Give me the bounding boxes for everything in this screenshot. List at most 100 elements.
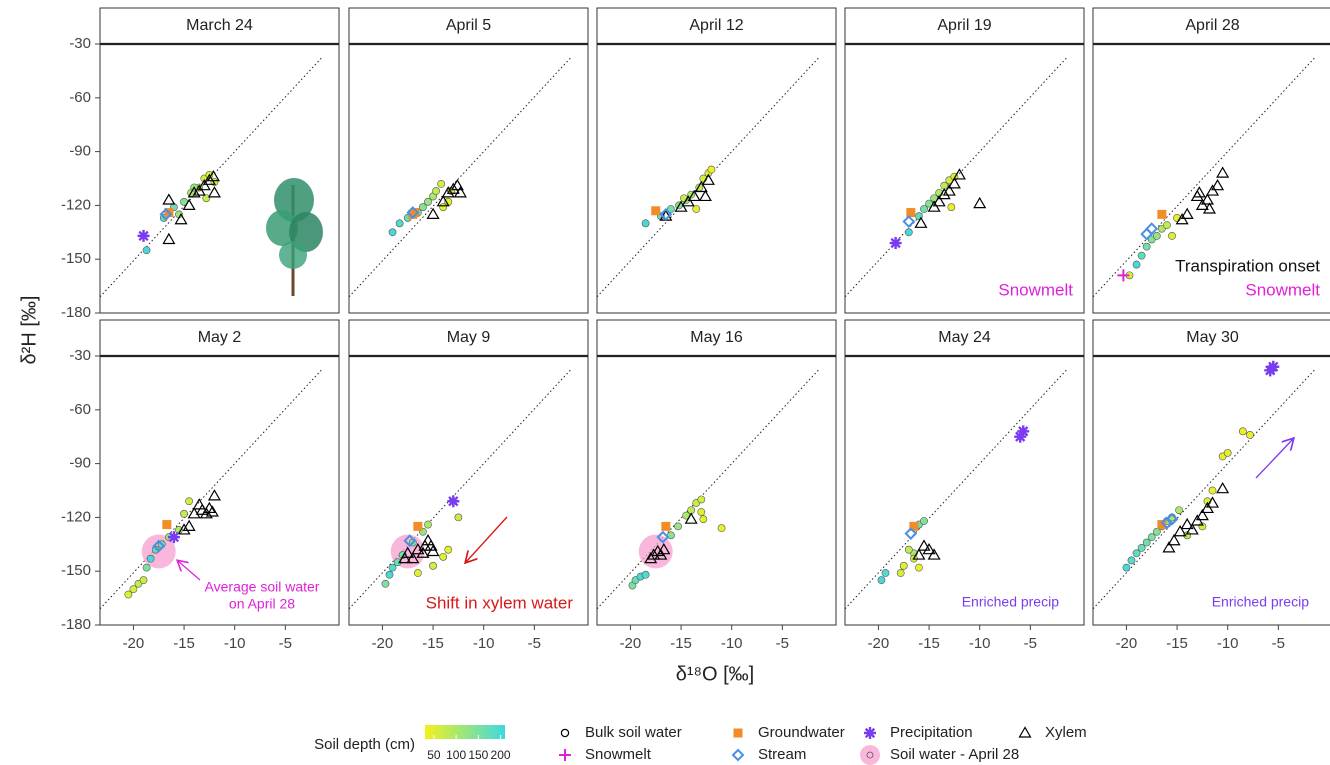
xylem-mark (1190, 189, 1204, 202)
stream-mark (656, 530, 670, 544)
stream-mark (403, 534, 417, 548)
soil-mark (920, 517, 928, 525)
y-axis-title: δ²H [‰] (18, 296, 40, 365)
reference-line (1092, 56, 1317, 298)
reference-line (99, 368, 324, 610)
soil-mark (180, 509, 188, 518)
soil-mark (1132, 549, 1141, 558)
soil-mark (142, 563, 151, 572)
xylem-mark (947, 177, 961, 189)
xylem-mark (192, 184, 206, 196)
x-tick-label: -5 (1272, 635, 1285, 652)
xylem-mark (932, 195, 946, 207)
panel (844, 43, 1085, 314)
soil-mark (674, 522, 682, 531)
xylem-mark (917, 539, 931, 551)
legend-label: Groundwater (758, 724, 845, 741)
groundwater-mark (162, 520, 172, 530)
xylem-mark (937, 187, 951, 200)
x-tick-label: -10 (721, 635, 743, 652)
precipitation-mark (137, 229, 150, 242)
soil-mark (904, 228, 913, 237)
x-tick-label: -15 (918, 635, 940, 652)
xylem-mark (401, 546, 415, 558)
soil-mark (1147, 533, 1156, 542)
strip (1092, 7, 1330, 45)
xylem-mark (1185, 523, 1199, 535)
tree-illustration (266, 178, 323, 296)
groundwater-mark (651, 206, 661, 216)
y-tick-label: -120 (61, 508, 91, 525)
x-tick-label: -20 (123, 635, 145, 652)
facet-title: May 24 (938, 329, 991, 346)
soil-mark (641, 570, 650, 579)
legend-label: Precipitation (890, 724, 973, 741)
x-tick-label: -20 (372, 635, 394, 652)
reference-line (348, 368, 573, 610)
soil-mark (1122, 563, 1131, 572)
soil-mark (920, 205, 928, 213)
soil-mark (424, 197, 432, 206)
snowmelt-mark (1117, 269, 1130, 282)
xylem-mark (912, 548, 926, 560)
xylem-mark (644, 551, 658, 564)
stream-mark (902, 215, 916, 228)
shift-arrow (466, 516, 508, 562)
xylem-mark (1202, 202, 1217, 214)
xylem-mark (197, 178, 211, 191)
strip (1092, 319, 1330, 357)
legend-label: Xylem (1045, 724, 1087, 741)
xylem-mark (206, 170, 220, 182)
soil-mark (1246, 431, 1254, 439)
soil-mark (1208, 486, 1217, 495)
x-tick-label: -10 (1217, 635, 1239, 652)
soil-mark (877, 576, 886, 585)
y-tick-label: -120 (61, 196, 91, 213)
legend-key (560, 728, 570, 738)
xylem-mark (647, 548, 661, 560)
groundwater-mark (909, 521, 919, 531)
xylem-mark (207, 489, 221, 501)
colorbar-title: Soil depth (cm) (314, 736, 415, 753)
xylem-mark (694, 180, 708, 193)
x-axis-title: δ¹⁸O [‰] (676, 663, 754, 685)
panel (844, 355, 1085, 626)
xylem-mark (441, 186, 455, 198)
x-tick-label: -10 (224, 635, 246, 652)
y-tick-label: -60 (69, 89, 91, 106)
xylem-mark (1211, 178, 1225, 191)
soil-mark (139, 576, 148, 585)
facet-title: April 19 (937, 17, 991, 34)
stream-mark (406, 206, 420, 219)
xylem-mark (182, 519, 196, 531)
xylem-mark (162, 193, 176, 205)
xylem-mark (657, 542, 671, 555)
x-tick-label: -20 (620, 635, 642, 652)
soil-mark (1137, 251, 1146, 260)
xylem-mark (927, 548, 941, 560)
xylem-mark (182, 198, 196, 210)
xylem-mark (406, 551, 420, 564)
legend-label: Soil water - April 28 (890, 746, 1019, 763)
soil-mark (388, 228, 397, 237)
xylem-mark (177, 523, 191, 535)
x-tick-label: -20 (1116, 635, 1138, 652)
y-tick-label: -150 (61, 250, 91, 267)
xylem-mark (1162, 541, 1176, 553)
soil-mark (699, 515, 708, 524)
xylem-mark (922, 542, 936, 555)
soil-mark (904, 545, 913, 554)
soil-mark (454, 513, 463, 522)
groundwater-mark (1157, 209, 1167, 219)
soil-mark (1168, 231, 1176, 240)
annotation: Snowmelt (1245, 280, 1320, 299)
soil-mark (692, 205, 701, 213)
x-tick-label: -15 (670, 635, 692, 652)
soil-mark (413, 569, 422, 577)
y-tick-label: -30 (69, 347, 91, 364)
x-tick-label: -10 (473, 635, 495, 652)
precipitation-mark (447, 495, 460, 508)
xylem-mark (701, 173, 715, 185)
xylem-mark (1180, 517, 1194, 530)
